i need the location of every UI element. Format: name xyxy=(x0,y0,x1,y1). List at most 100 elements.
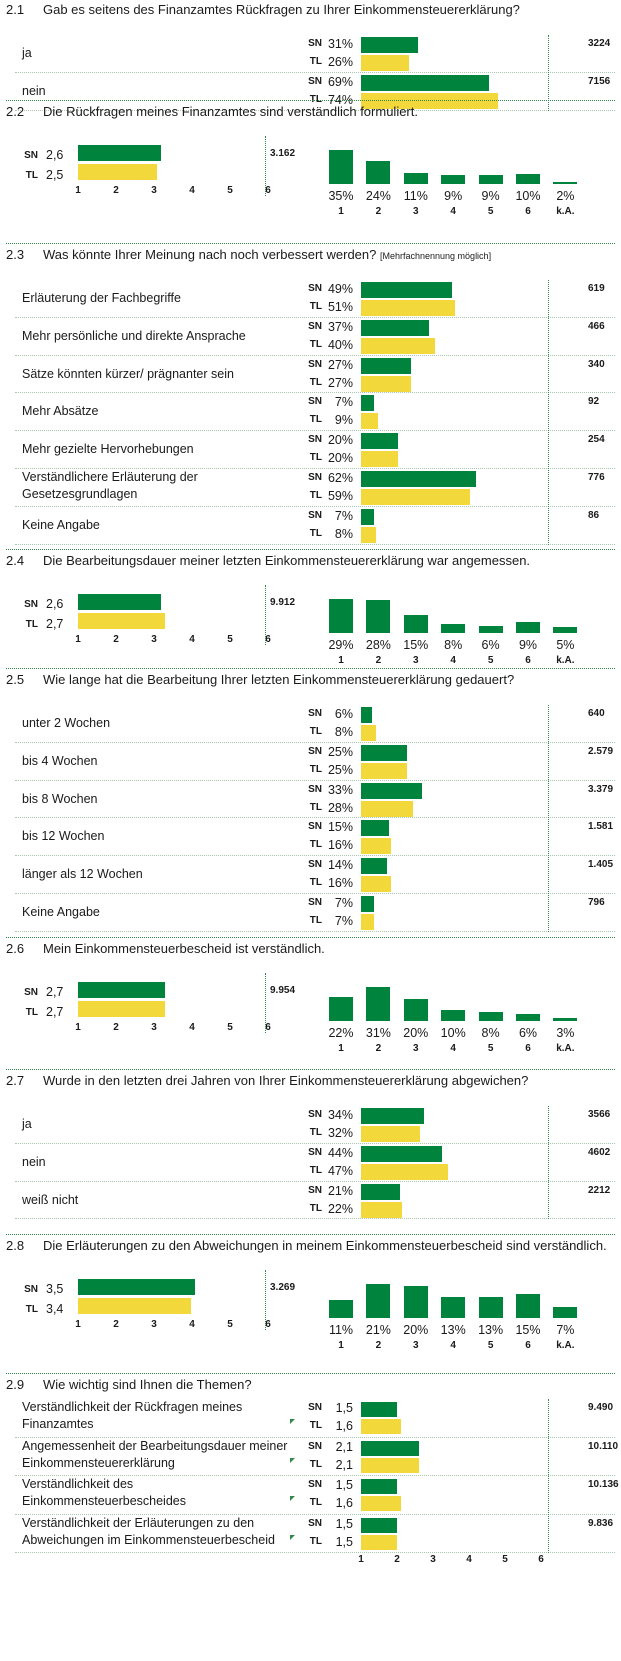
response-count: 3224 xyxy=(588,38,611,49)
question-number: 2.7 xyxy=(6,1073,25,1088)
distribution-percent: 13% xyxy=(478,1323,504,1337)
row-label-line: länger als 12 Wochen xyxy=(22,867,143,882)
scale-tick: 2 xyxy=(113,1022,119,1033)
distribution-percent: 31% xyxy=(365,1026,391,1040)
question-text: Wie wichtig sind Ihnen die Themen? xyxy=(43,1377,252,1392)
row-divider xyxy=(15,930,615,932)
sn-code: SN xyxy=(308,472,322,483)
row-label-line: Verständlichkeit des xyxy=(22,1477,134,1491)
scale-tick: 2 xyxy=(113,634,119,645)
response-count: 9.490 xyxy=(588,1402,614,1413)
row-label-line: Keine Angabe xyxy=(22,905,100,919)
row-label: nein xyxy=(22,83,46,100)
tl-bar xyxy=(361,1126,421,1142)
question-text: Wie lange hat die Bearbeitung Ihrer letz… xyxy=(43,672,514,687)
distribution-tick: 3 xyxy=(413,1340,419,1351)
scale-tick: 5 xyxy=(227,634,233,645)
distribution-percent: 11% xyxy=(403,189,428,203)
sn-bar xyxy=(361,744,408,761)
row-label: Keine Angabe xyxy=(22,517,100,534)
distribution-bar xyxy=(329,150,353,184)
scale-tick: 2 xyxy=(113,185,119,196)
section-2-5: 2.5 Wie lange hat die Bearbeitung Ihrer l… xyxy=(0,672,621,932)
distribution-bar xyxy=(441,1296,466,1318)
sn-code: SN xyxy=(308,1184,322,1196)
tl-percent: 51% xyxy=(327,300,353,314)
sn-mean: 2,6 xyxy=(46,148,64,162)
response-count: 10.136 xyxy=(588,1479,619,1490)
corner-marker xyxy=(290,1419,295,1424)
sn-bar xyxy=(361,1440,419,1456)
distribution-percent: 13% xyxy=(440,1323,466,1337)
importance-tick: 6 xyxy=(538,1554,544,1565)
sn-code: SN xyxy=(308,897,322,908)
tl-percent: 8% xyxy=(334,526,353,541)
tl-percent: 26% xyxy=(327,55,353,69)
row-label-line: Verständlichkeit der Erläuterungen zu de… xyxy=(22,1515,255,1530)
row-label-line: bis 8 Wochen xyxy=(22,791,98,806)
sn-percent: 21% xyxy=(327,1183,353,1198)
section-separator xyxy=(6,1069,615,1070)
tl-mean-bar xyxy=(78,613,165,629)
distribution-percent: 6% xyxy=(481,638,500,652)
distribution-bar xyxy=(366,1284,391,1318)
tl-code: TL xyxy=(309,414,322,426)
distribution-tick: 6 xyxy=(525,206,531,217)
distribution-percent: 9% xyxy=(444,189,463,203)
row-label: nein xyxy=(22,1154,46,1171)
tl-code: TL xyxy=(309,839,322,851)
tl-mean: 1,6 xyxy=(335,1419,353,1433)
section-separator xyxy=(6,1234,615,1235)
row-divider xyxy=(15,1475,615,1476)
sn-bar xyxy=(361,508,374,525)
row-label: Mehr gezielte Hervorhebungen xyxy=(22,441,194,458)
distribution-tick: 5 xyxy=(487,1340,494,1351)
row-divider xyxy=(15,109,615,111)
tl-code: TL xyxy=(309,452,322,464)
tl-mean-bar xyxy=(78,1298,192,1314)
row-divider xyxy=(15,468,615,469)
question-label: Die Erläuterungen zu den Abweichungen in… xyxy=(43,1238,607,1253)
response-count: 9.836 xyxy=(588,1517,614,1529)
row-label-line: Mehr gezielte Hervorhebungen xyxy=(22,442,194,457)
response-count: 3.379 xyxy=(588,783,614,795)
sn-code: SN xyxy=(308,75,322,87)
distribution-bar xyxy=(366,160,391,184)
distribution-tick: 4 xyxy=(450,206,456,217)
sn-code: SN xyxy=(308,745,322,757)
question-label: Wie wichtig sind Ihnen die Themen? xyxy=(43,1377,252,1392)
sn-percent: 15% xyxy=(327,820,353,835)
row-label-line: Erläuterung der Fachbegriffe xyxy=(22,291,181,305)
sn-mean: 1,5 xyxy=(335,1516,353,1531)
question-number: 2.6 xyxy=(6,941,25,956)
count-divider xyxy=(265,973,266,1033)
tl-bar xyxy=(361,451,398,468)
distribution-percent: 22% xyxy=(328,1026,354,1040)
sn-bar xyxy=(361,1183,400,1200)
sn-mean: 1,5 xyxy=(335,1478,353,1492)
tl-bar xyxy=(361,1457,419,1473)
row-label-line: Verständlichkeit der Rückfragen meines xyxy=(22,1400,243,1414)
corner-marker xyxy=(290,1534,295,1540)
row-label-line: unter 2 Wochen xyxy=(22,716,111,730)
scale-tick: 6 xyxy=(265,1022,271,1033)
question-label: Mein Einkommensteuerbescheid ist verstän… xyxy=(43,941,325,956)
question-label: Was könnte Ihrer Meinung nach noch verbe… xyxy=(43,247,377,262)
distribution-bar xyxy=(329,599,353,633)
scale-tick: 4 xyxy=(189,1319,195,1330)
response-count: 796 xyxy=(588,897,605,908)
tl-mean: 2,5 xyxy=(46,168,64,182)
sn-percent: 7% xyxy=(334,508,353,523)
distribution-bar xyxy=(441,1010,466,1021)
tl-code: TL xyxy=(309,338,322,350)
row-label: Mehr persönliche und direkte Ansprache xyxy=(22,328,246,345)
row-label-line: Mehr Absätze xyxy=(22,404,99,419)
distribution-tick: 1 xyxy=(338,1043,344,1054)
distribution-percent: 21% xyxy=(365,1323,391,1337)
sn-code: SN xyxy=(24,1284,38,1295)
question-label: Die Bearbeitungsdauer meiner letzten Ein… xyxy=(43,553,531,568)
tl-mean: 1,5 xyxy=(335,1534,353,1549)
sn-bar xyxy=(361,282,452,298)
row-label-line: Sätze könnten kürzer/ prägnanter sein xyxy=(22,366,234,381)
distribution-tick: 5 xyxy=(487,206,494,217)
